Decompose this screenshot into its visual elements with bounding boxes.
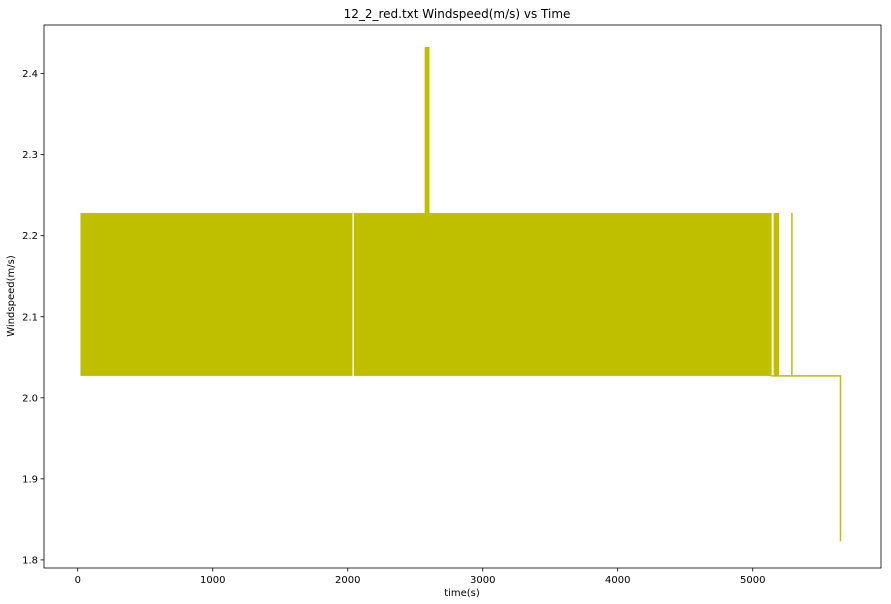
y-axis-ticks: 1.8 1.9 2.0 2.1 2.2 2.3 2.4 <box>22 69 44 566</box>
x-axis-label: time(s) <box>444 588 480 599</box>
chart-title: 12_2_red.txt Windspeed(m/s) vs Time <box>344 7 571 21</box>
x-tick-label: 2000 <box>335 575 360 586</box>
x-tick-label: 3000 <box>470 575 495 586</box>
y-tick-label: 2.0 <box>22 393 38 404</box>
y-tick-label: 2.1 <box>22 312 38 323</box>
x-tick-label: 5000 <box>740 575 765 586</box>
y-tick-label: 2.2 <box>22 231 38 242</box>
plot-frame <box>43 24 882 569</box>
x-tick-label: 4000 <box>605 575 630 586</box>
x-tick-label: 0 <box>75 575 81 586</box>
series-oscillation-band <box>774 213 780 376</box>
x-tick-label: 1000 <box>200 575 225 586</box>
y-tick-label: 2.3 <box>22 150 38 161</box>
y-tick-label: 1.8 <box>22 555 38 566</box>
plot-area <box>80 46 842 542</box>
y-axis-label: Windspeed(m/s) <box>6 255 17 337</box>
x-axis-ticks: 0 1000 2000 3000 4000 5000 <box>75 568 765 586</box>
series-oscillation-band <box>80 213 353 376</box>
y-tick-label: 2.4 <box>22 69 38 80</box>
y-tick-label: 1.9 <box>22 474 38 485</box>
series-line <box>424 46 842 542</box>
series-oscillation-band <box>353 213 772 376</box>
